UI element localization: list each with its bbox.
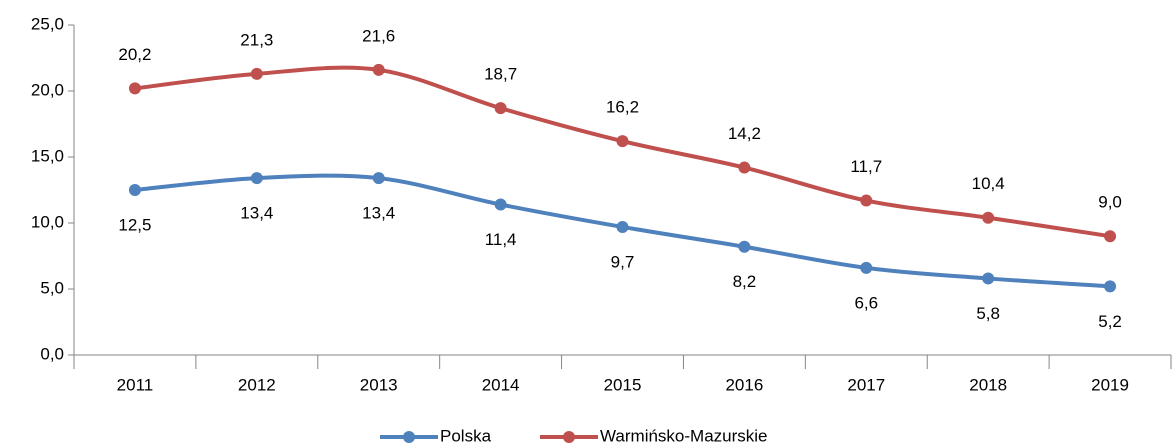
point [372,63,385,76]
data-label: 14,2 [728,124,761,143]
y-tick-label: 0,0 [40,344,64,363]
y-tick-label: 25,0 [31,14,64,33]
y-tick-label: 10,0 [31,212,64,231]
x-tick-label: 2017 [847,375,885,394]
x-tick-label: 2016 [725,375,763,394]
point [860,261,873,274]
data-label: 21,6 [362,26,395,45]
data-label: 11,4 [485,230,517,249]
x-tick-label: 2013 [360,375,398,394]
legend-label: Warmińsko-Mazurskie [600,426,768,445]
x-tick-label: 2018 [969,375,1007,394]
point [1104,230,1117,243]
data-label: 5,2 [1098,312,1122,331]
data-label: 6,6 [854,293,878,312]
point [860,194,873,207]
data-label: 9,7 [611,252,635,271]
legend-marker [403,431,415,443]
series-line [134,65,1111,239]
data-label: 18,7 [484,65,517,84]
data-label: 12,5 [118,215,151,234]
y-tick-label: 5,0 [40,278,64,297]
x-tick-label: 2014 [482,375,520,394]
point [494,198,507,211]
x-tick-label: 2019 [1091,375,1129,394]
x-tick-label: 2011 [117,375,154,394]
point [494,102,507,115]
point [982,211,995,224]
data-label: 10,4 [972,174,1005,193]
data-label: 8,2 [733,272,757,291]
point [250,172,263,185]
data-label: 11,7 [850,157,882,176]
data-label: 5,8 [976,304,1000,323]
y-tick-label: 20,0 [31,80,64,99]
data-label: 13,4 [362,204,395,223]
point [372,172,385,185]
x-tick-label: 2012 [238,375,276,394]
data-label: 20,2 [118,45,151,64]
legend-marker [563,431,575,443]
point [982,272,995,285]
legend-label: Polska [440,426,492,445]
point [738,240,751,253]
point [616,220,629,233]
data-label: 13,4 [240,204,273,223]
y-tick-label: 15,0 [31,146,64,165]
x-tick-label: 2015 [604,375,642,394]
data-label: 16,2 [606,98,639,117]
data-label: 9,0 [1098,193,1122,212]
data-label: 21,3 [240,30,273,49]
point [250,67,263,80]
point [738,161,751,174]
point [128,184,141,196]
point [1104,280,1117,293]
point [128,82,141,95]
point [616,135,629,148]
